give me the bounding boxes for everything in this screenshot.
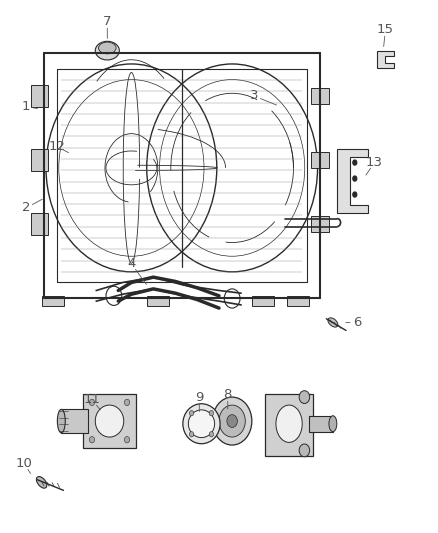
FancyBboxPatch shape [83,394,136,448]
FancyBboxPatch shape [311,88,328,104]
FancyBboxPatch shape [311,152,328,168]
Ellipse shape [183,403,220,443]
Circle shape [89,399,95,406]
Ellipse shape [57,409,65,433]
Circle shape [219,405,245,437]
Ellipse shape [95,42,119,60]
Text: 7: 7 [103,15,112,28]
FancyBboxPatch shape [265,394,313,456]
Circle shape [352,191,357,198]
Ellipse shape [95,405,124,437]
FancyBboxPatch shape [147,296,169,306]
FancyBboxPatch shape [31,85,48,107]
Text: 9: 9 [195,391,204,403]
Text: 1: 1 [22,100,31,113]
Text: 10: 10 [16,457,32,470]
Circle shape [124,437,130,443]
Circle shape [352,159,357,166]
Text: 15: 15 [377,23,394,36]
FancyBboxPatch shape [31,213,48,235]
FancyBboxPatch shape [61,409,88,433]
Ellipse shape [188,410,215,438]
FancyBboxPatch shape [311,216,328,232]
Ellipse shape [99,42,116,54]
Circle shape [299,391,310,403]
Text: 13: 13 [366,156,383,169]
Text: 12: 12 [49,140,65,153]
Ellipse shape [329,416,337,432]
FancyBboxPatch shape [252,296,274,306]
Text: 6: 6 [353,316,361,329]
Ellipse shape [328,318,338,327]
Text: 8: 8 [223,388,232,401]
Circle shape [124,399,130,406]
Circle shape [209,410,214,416]
Ellipse shape [276,405,302,442]
FancyBboxPatch shape [309,416,333,432]
Circle shape [189,432,194,437]
Circle shape [212,397,252,445]
Text: 3: 3 [250,90,258,102]
Circle shape [209,432,214,437]
Polygon shape [337,149,368,213]
FancyBboxPatch shape [42,296,64,306]
Circle shape [189,410,194,416]
Text: 11: 11 [84,393,100,406]
Circle shape [89,437,95,443]
Circle shape [227,415,237,427]
FancyBboxPatch shape [287,296,309,306]
Text: 4: 4 [127,257,136,270]
FancyBboxPatch shape [31,149,48,171]
Text: 2: 2 [22,201,31,214]
Circle shape [352,175,357,182]
Circle shape [299,444,310,457]
Ellipse shape [36,477,47,488]
Polygon shape [377,51,394,68]
